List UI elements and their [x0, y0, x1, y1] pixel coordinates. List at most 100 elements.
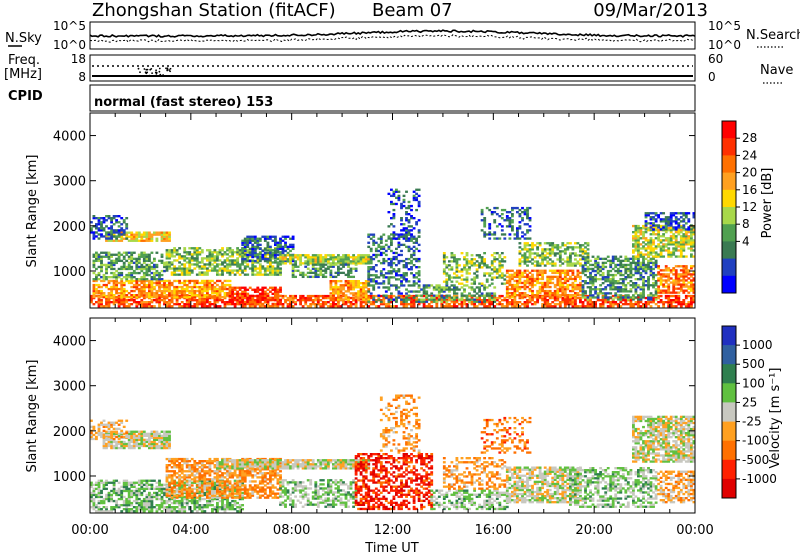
data-cell	[216, 255, 219, 258]
data-cell	[513, 206, 517, 210]
data-cell	[662, 212, 666, 215]
data-cell	[211, 253, 214, 256]
data-cell	[657, 243, 661, 246]
data-cell	[415, 192, 419, 196]
data-cell	[180, 269, 184, 272]
data-cell	[142, 267, 146, 271]
data-cell	[327, 305, 330, 308]
data-cell	[548, 279, 552, 283]
data-cell	[644, 305, 648, 308]
data-cell	[248, 255, 252, 258]
data-cell	[198, 265, 202, 268]
data-cell	[566, 246, 570, 249]
data-cell	[238, 303, 242, 306]
data-cell	[112, 239, 116, 242]
data-cell	[455, 288, 459, 291]
data-cell	[395, 202, 398, 206]
data-cell	[402, 194, 406, 198]
data-cell	[107, 237, 111, 240]
data-cell	[379, 237, 383, 240]
data-cell	[422, 305, 426, 308]
data-cell	[690, 245, 693, 248]
data-cell	[498, 294, 502, 298]
data-cell	[508, 237, 512, 240]
data-cell	[279, 301, 282, 304]
data-cell	[619, 269, 623, 273]
data-cell	[450, 252, 454, 255]
data-cell	[284, 235, 287, 238]
data-cell	[586, 286, 590, 289]
data-cell	[369, 274, 373, 277]
data-cell	[609, 265, 613, 269]
data-cell	[107, 239, 111, 242]
data-cell	[591, 296, 595, 299]
data-cell	[122, 267, 126, 271]
data-cell	[127, 267, 131, 271]
data-cell	[347, 258, 350, 261]
data-cell	[352, 296, 356, 300]
data-cell	[637, 294, 640, 297]
data-cell	[160, 278, 164, 281]
data-cell	[102, 276, 106, 279]
data-cell	[558, 264, 562, 267]
data-cell	[405, 274, 408, 277]
data-cell	[674, 245, 678, 248]
data-cell	[206, 255, 209, 258]
data-cell	[130, 257, 134, 261]
data-cell	[677, 249, 681, 252]
data-cell	[392, 294, 396, 298]
data-cell	[311, 294, 315, 298]
data-cell	[548, 294, 552, 297]
data-cell	[654, 280, 658, 283]
data-cell	[390, 305, 393, 308]
data-cell	[412, 296, 416, 299]
data-cell	[269, 253, 272, 257]
data-cell	[672, 247, 676, 250]
data-cell	[258, 265, 262, 268]
data-cell	[473, 298, 477, 301]
data-cell	[437, 284, 441, 287]
data-cell	[584, 252, 587, 255]
data-cell	[400, 303, 403, 306]
data-cell	[478, 288, 482, 291]
data-cell	[221, 273, 224, 276]
data-cell	[541, 289, 545, 293]
data-cell	[523, 258, 527, 261]
data-cell	[626, 267, 630, 271]
data-cell	[168, 303, 171, 306]
data-cell	[349, 269, 353, 272]
data-cell	[629, 276, 633, 279]
data-cell	[639, 296, 643, 299]
data-cell	[180, 273, 184, 276]
data-cell	[536, 246, 540, 249]
data-cell	[102, 305, 106, 308]
data-cell	[528, 237, 532, 240]
data-cell	[115, 219, 119, 222]
data-cell	[145, 296, 149, 299]
data-cell	[621, 278, 625, 281]
data-cell	[362, 301, 366, 304]
data-cell	[110, 231, 114, 234]
data-cell	[127, 296, 131, 299]
data-cell	[309, 260, 313, 263]
data-cell	[581, 244, 585, 247]
data-cell	[639, 288, 643, 291]
data-cell	[652, 263, 655, 267]
data-cell	[528, 248, 532, 251]
data-cell	[105, 219, 108, 222]
data-cell	[395, 264, 398, 267]
data-cell	[228, 279, 232, 283]
data-cell	[561, 296, 565, 300]
data-cell	[112, 229, 116, 232]
data-cell	[523, 285, 527, 289]
data-cell	[223, 305, 227, 308]
data-cell	[500, 258, 504, 261]
data-cell	[357, 298, 361, 301]
data-cell	[485, 266, 489, 269]
data-cell	[639, 263, 643, 267]
data-cell	[122, 287, 126, 291]
data-cell	[445, 305, 449, 308]
data-cell	[528, 275, 532, 279]
data-cell	[148, 257, 151, 261]
data-cell	[682, 255, 686, 258]
